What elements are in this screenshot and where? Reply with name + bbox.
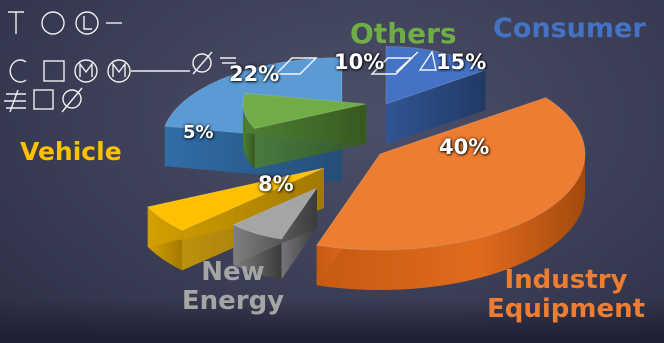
circle-symbol <box>41 11 65 35</box>
circle-l-symbol <box>75 11 99 35</box>
pie-slices <box>146 45 586 290</box>
slice-top-others <box>242 92 367 130</box>
diameter-circle-symbol <box>192 53 212 73</box>
legend-label-consumer: Consumer <box>493 13 646 44</box>
legend-label-others: Others <box>350 17 457 50</box>
diameter-circle-symbol-2 <box>62 89 82 109</box>
parallelogram-symbol-1 <box>274 57 318 75</box>
slice-top-consumer <box>385 45 487 105</box>
legend-label-industry-line2: Equipment <box>486 294 646 325</box>
legend-label-new-energy-line1: New <box>201 257 265 287</box>
legend-label-industry: Industry Equipment <box>478 265 654 325</box>
pct-label-new-energy: 8% <box>258 172 294 196</box>
slice-top-industry-equipment <box>315 97 586 251</box>
pct-label-consumer: 15% <box>436 50 487 74</box>
slice-side-industry-equipment <box>316 154 585 290</box>
square-symbol <box>43 60 65 82</box>
pie-slice-consumer <box>385 45 487 144</box>
pie-slice-new-energy <box>232 186 319 280</box>
double-dash-symbol <box>220 57 236 64</box>
pct-label-others: 10% <box>334 50 385 74</box>
slice-top-new-energy <box>232 186 319 240</box>
diameter-slash-symbol <box>192 51 213 75</box>
triangle-symbol <box>418 50 437 71</box>
slice-face-consumer <box>386 70 486 144</box>
pie-slice-others <box>242 92 367 169</box>
legend-label-vehicle: Vehicle <box>20 137 122 166</box>
panel-shadow <box>0 300 664 343</box>
legend-label-new-energy: New Energy <box>178 257 288 317</box>
circle-m-symbol-2 <box>107 59 131 83</box>
m-letter-symbol-2 <box>112 61 126 77</box>
diameter-slash-symbol-2 <box>61 87 83 113</box>
legend-label-industry-line1: Industry <box>504 265 628 295</box>
slice-face-vehicle <box>147 168 324 247</box>
t-symbol <box>8 11 24 34</box>
slash-symbol <box>395 51 419 73</box>
c-symbol <box>9 59 27 83</box>
pie-slice-industry-equipment <box>315 97 586 290</box>
legend-label-new-energy-line2: Energy <box>181 286 285 317</box>
circle-m-symbol-1 <box>74 59 98 83</box>
l-letter-symbol <box>83 16 92 30</box>
parallelogram-symbol-2 <box>370 57 414 75</box>
symbol-overlay <box>4 11 437 113</box>
pct-label-sky: 22% <box>229 62 280 86</box>
pct-label-vehicle: 5% <box>183 122 214 143</box>
m-letter-symbol-1 <box>79 61 93 77</box>
square-symbol-2 <box>33 89 54 110</box>
slice-top-vehicle <box>146 167 325 231</box>
pct-label-industry: 40% <box>439 135 490 159</box>
triple-line-symbol <box>4 89 26 113</box>
